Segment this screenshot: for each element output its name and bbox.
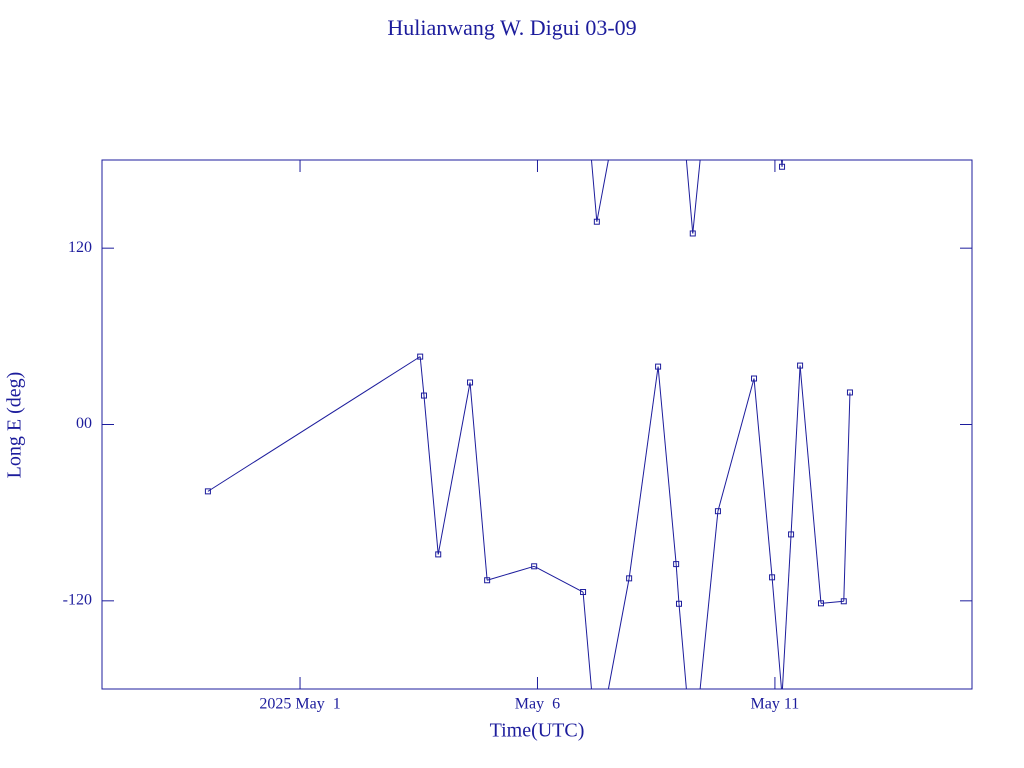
line-segment (469, 382, 488, 581)
line-segment (799, 365, 822, 604)
line-segment (685, 159, 694, 234)
chart-title: Hulianwang W. Digui 03-09 (387, 15, 636, 40)
data-point (714, 508, 721, 515)
x-tick-label: 2025 May 1 (259, 696, 340, 713)
x-tick-label: May 6 (515, 696, 560, 713)
data-point (531, 563, 538, 570)
line-segment (533, 565, 584, 593)
line-segment (678, 603, 687, 690)
data-point (751, 375, 758, 382)
y-tick-label: -120 (63, 592, 92, 609)
line-segment (699, 511, 719, 690)
line-segment (657, 366, 677, 565)
data-point (779, 163, 786, 170)
data-point (626, 575, 633, 582)
line-segment (419, 356, 425, 396)
line-segment (692, 159, 701, 234)
line-segment (843, 392, 851, 602)
line-segment (596, 159, 609, 222)
data-point (797, 362, 804, 369)
x-axis-label: Time(UTC) (490, 720, 585, 742)
data-point (435, 551, 442, 558)
x-tick-label: May 11 (751, 696, 800, 713)
data-point (788, 531, 795, 538)
data-point (580, 589, 587, 596)
data-point (467, 379, 474, 386)
data-point (769, 574, 776, 581)
data-point (204, 488, 211, 495)
data-point (484, 577, 491, 584)
line-segment (717, 378, 755, 512)
line-segment (790, 365, 801, 535)
data-point (817, 600, 824, 607)
data-point (673, 561, 680, 568)
data-point (675, 600, 682, 607)
line-segment (607, 578, 630, 690)
line-segment (628, 366, 659, 579)
line-segment (486, 565, 535, 581)
line-segment (771, 577, 782, 690)
data-point (417, 353, 424, 360)
data-point (840, 598, 847, 605)
line-segment (675, 564, 680, 604)
line-segment (207, 356, 421, 492)
y-axis-label: Long E (deg) (4, 372, 26, 479)
line-segment (753, 378, 773, 578)
line-segment (820, 600, 844, 604)
y-tick-label: 00 (76, 415, 92, 432)
y-tick-label: 120 (68, 239, 92, 256)
line-segment (423, 395, 439, 555)
line-segment (590, 159, 598, 222)
data-point (846, 389, 853, 396)
data-point (655, 363, 662, 370)
line-segment (437, 382, 471, 555)
data-point (593, 218, 600, 225)
data-point (689, 230, 696, 237)
line-segment (781, 534, 792, 690)
data-point (420, 392, 427, 399)
line-segment (582, 591, 592, 690)
plot-frame (101, 159, 973, 690)
